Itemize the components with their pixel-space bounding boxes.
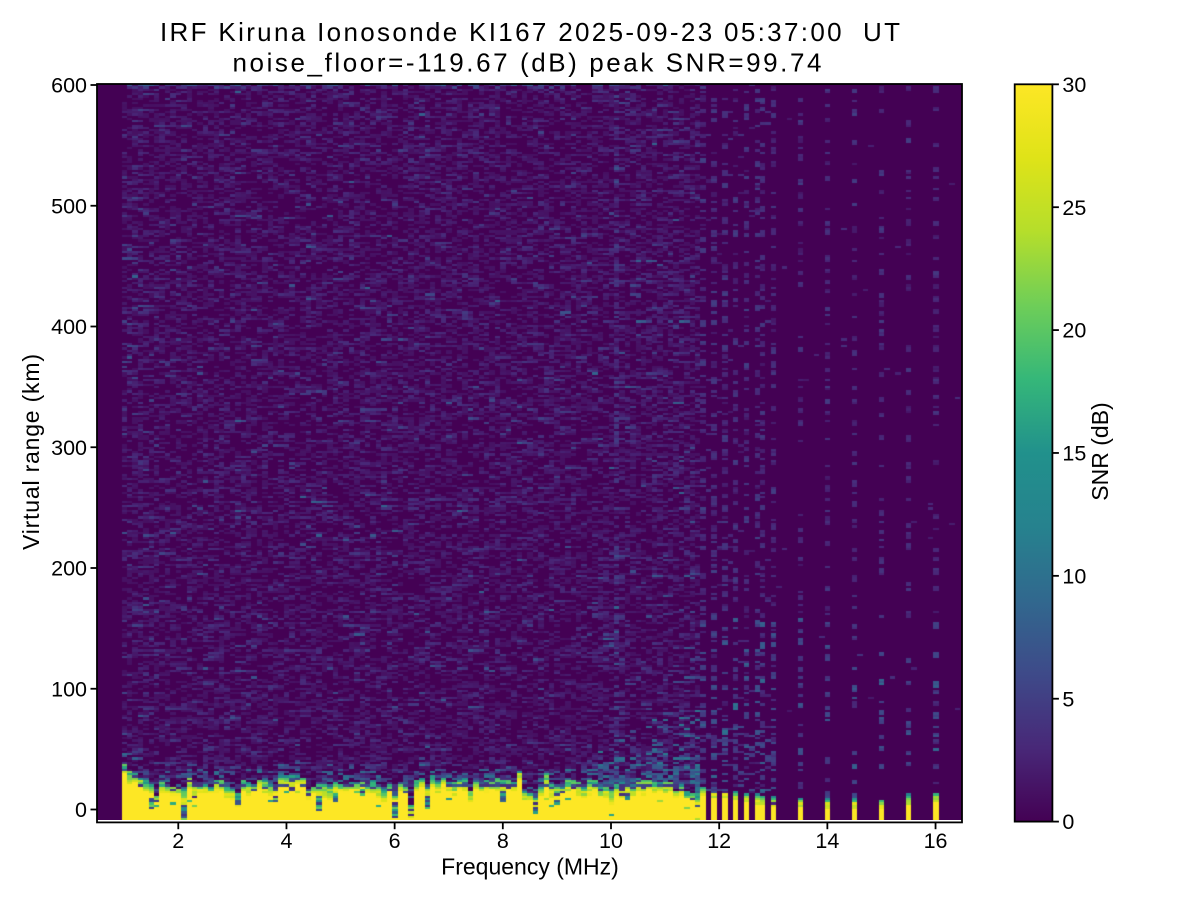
svg-text:16: 16 [924,829,948,853]
svg-text:600: 600 [51,74,87,98]
svg-text:Frequency (MHz): Frequency (MHz) [441,854,619,880]
svg-text:30: 30 [1062,73,1086,97]
svg-text:300: 300 [51,436,87,460]
svg-text:25: 25 [1062,196,1086,220]
svg-text:4: 4 [280,829,292,853]
svg-text:Virtual range (km): Virtual range (km) [18,354,44,550]
svg-text:0: 0 [75,798,87,822]
svg-text:10: 10 [1062,564,1086,588]
svg-text:200: 200 [51,557,87,581]
svg-text:15: 15 [1062,442,1086,466]
svg-text:14: 14 [815,829,839,853]
svg-text:noise_floor=-119.67 (dB) peak: noise_floor=-119.67 (dB) peak SNR=99.74 [233,48,822,78]
svg-text:400: 400 [51,315,87,339]
svg-text:IRF Kiruna Ionosonde KI167 202: IRF Kiruna Ionosonde KI167 2025-09-23 05… [160,17,900,47]
svg-text:5: 5 [1062,687,1074,711]
svg-text:12: 12 [707,829,731,853]
svg-text:500: 500 [51,194,87,218]
svg-text:SNR (dB): SNR (dB) [1087,402,1113,500]
svg-text:0: 0 [1062,810,1074,834]
svg-text:6: 6 [389,829,401,853]
svg-text:10: 10 [599,829,623,853]
svg-text:20: 20 [1062,319,1086,343]
svg-text:2: 2 [172,829,184,853]
svg-text:100: 100 [51,677,87,701]
svg-text:8: 8 [497,829,509,853]
